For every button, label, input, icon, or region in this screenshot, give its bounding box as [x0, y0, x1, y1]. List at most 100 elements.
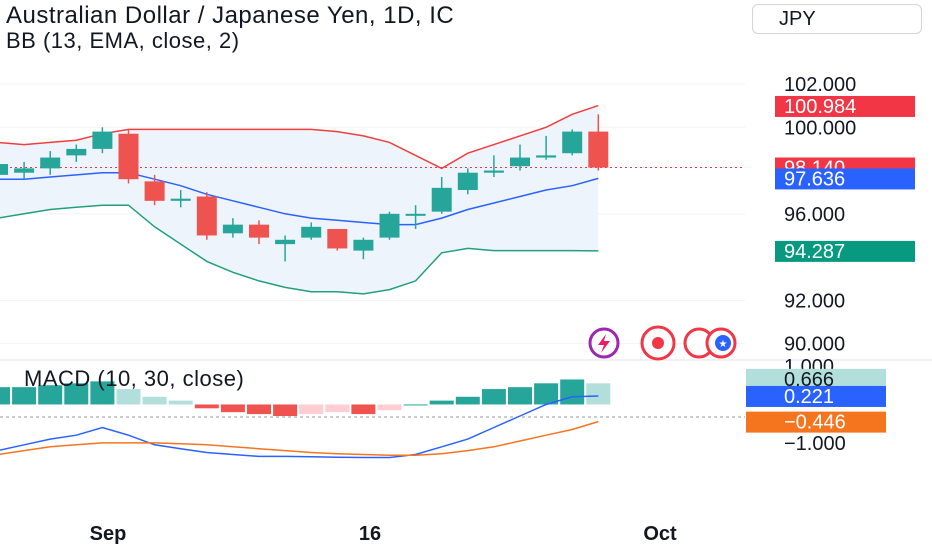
histogram-bar: [508, 387, 532, 405]
histogram-bar: [481, 389, 506, 405]
candle-body: [562, 131, 583, 154]
candle: [405, 205, 426, 229]
candle: [536, 135, 557, 160]
candle: [431, 177, 452, 214]
macd-tag: −0.446: [746, 411, 886, 434]
macd-tag-bg: [746, 385, 886, 407]
macd-tag: 0.221: [746, 385, 886, 408]
histogram-bar: [299, 404, 324, 415]
candle: [222, 218, 243, 238]
event-dot-icon[interactable]: [640, 325, 676, 361]
histogram-bar: [429, 400, 454, 405]
macd-tag: 0.666: [746, 368, 886, 391]
candle-body: [14, 168, 35, 173]
candle-body: [170, 198, 191, 201]
price-tag: 94.287: [775, 240, 915, 263]
candle: [144, 174, 165, 206]
macd-tag-bg: [746, 411, 886, 433]
lightning-icon[interactable]: [588, 327, 620, 359]
price-tick-label: 96.000: [784, 204, 845, 226]
candle-body: [588, 131, 609, 168]
macd-tag-bg: [746, 368, 886, 390]
histogram-bar: [560, 379, 585, 405]
macd-legend[interactable]: MACD (10, 30, close): [24, 366, 245, 391]
price-tick-label: 102.000: [784, 74, 856, 96]
bollinger-band-fill: [0, 105, 599, 294]
histogram-bar: [273, 404, 298, 416]
histogram-bar: [90, 381, 115, 405]
price-axis[interactable]: 102.000 100.000 96.000 92.000 90.000: [784, 74, 856, 356]
price-tick-label: 92.000: [784, 290, 845, 312]
indicator-legend[interactable]: BB (13, EMA, close, 2): [6, 28, 240, 53]
histogram-bar: [0, 387, 10, 405]
histogram-bar: [220, 404, 245, 413]
candle-body: [249, 224, 269, 238]
candle: [66, 144, 87, 162]
candle: [457, 168, 478, 195]
candle: [379, 211, 400, 240]
candle: [275, 235, 296, 262]
price-tag: 97.636: [775, 168, 915, 190]
candle-body: [327, 228, 348, 249]
candle: [40, 151, 61, 175]
candle: [14, 161, 35, 180]
histogram-bar: [194, 404, 219, 409]
candle: [483, 155, 504, 178]
candle-body: [536, 155, 557, 158]
svg-text:★: ★: [719, 339, 728, 350]
histogram-bar: [116, 389, 141, 405]
histogram-bar: [142, 396, 167, 405]
candle: [301, 222, 322, 240]
histogram-bar: [403, 404, 428, 406]
time-tick-label: Sep: [90, 523, 127, 545]
macd-tag-label: 0.666: [784, 369, 834, 391]
candle-body: [301, 226, 322, 238]
price-tag-label: 100.984: [784, 96, 856, 118]
price-tag-bg: [775, 95, 915, 117]
event-stack-icon[interactable]: ★: [683, 327, 737, 359]
macd-histogram: [0, 379, 611, 416]
histogram-bar: [12, 387, 37, 405]
candle-body: [353, 239, 374, 251]
candle-body: [144, 181, 165, 201]
price-tick-label: 100.000: [784, 117, 856, 139]
histogram-bar: [168, 400, 193, 405]
grid: [0, 83, 745, 345]
candle: [353, 237, 374, 260]
time-tick-label: Oct: [643, 523, 677, 545]
candle-body: [92, 131, 113, 149]
candle-body: [66, 148, 87, 156]
time-axis[interactable]: Sep 16 Oct: [90, 523, 677, 545]
macd-tick-label: −1.000: [784, 433, 846, 455]
candle-body: [275, 239, 296, 245]
bollinger-basis-line: [0, 171, 599, 226]
candle-body: [196, 196, 217, 236]
price-tag-bg: [775, 168, 915, 190]
candle: [588, 114, 609, 171]
event-icons[interactable]: ★: [588, 325, 737, 361]
candle-body: [40, 157, 61, 169]
bollinger-lower-line: [0, 204, 599, 295]
candle: [0, 164, 8, 175]
price-tag-label: 97.636: [784, 168, 845, 190]
candle: [118, 129, 139, 184]
candle-body: [483, 170, 504, 173]
candle: [249, 220, 269, 245]
chart-title: Australian Dollar / Japanese Yen, 1D, IC: [6, 2, 455, 29]
price-tag-label: 94.287: [784, 241, 845, 263]
candle: [170, 190, 191, 208]
histogram-bar: [586, 383, 611, 405]
candle-body: [118, 133, 139, 180]
candle-body: [379, 213, 400, 238]
candle-body: [431, 187, 452, 212]
currency-button[interactable]: JPY: [752, 4, 922, 34]
price-tag-bg: [775, 240, 915, 262]
candle: [196, 192, 217, 240]
candle: [92, 127, 113, 154]
candles[interactable]: [0, 114, 609, 262]
candle: [327, 228, 348, 251]
histogram-bar: [38, 385, 63, 405]
